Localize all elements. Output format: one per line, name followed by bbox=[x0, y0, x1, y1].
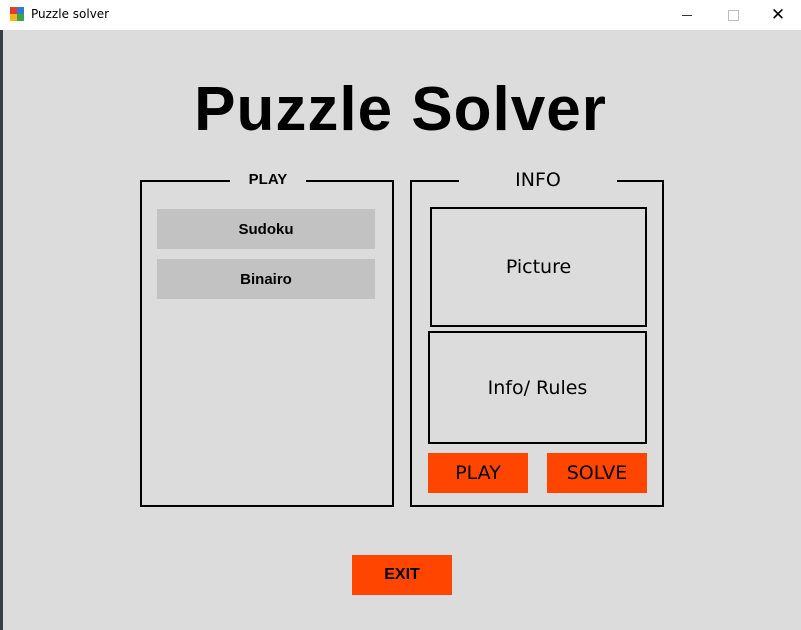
solve-button[interactable]: SOLVE bbox=[547, 453, 647, 493]
page-title: Puzzle Solver bbox=[194, 75, 607, 144]
exit-button[interactable]: EXIT bbox=[352, 555, 452, 595]
picture-box: Picture bbox=[430, 207, 647, 327]
window-edge bbox=[0, 30, 3, 630]
picture-label: Picture bbox=[505, 256, 572, 278]
close-icon: ✕ bbox=[770, 4, 786, 25]
close-button[interactable]: ✕ bbox=[755, 0, 801, 30]
rules-label: Info/ Rules bbox=[487, 376, 588, 399]
minimize-icon bbox=[682, 14, 692, 16]
maximize-icon bbox=[727, 9, 739, 21]
puzzle-app-icon bbox=[10, 7, 24, 21]
maximize-button[interactable] bbox=[710, 0, 756, 30]
window-title: Puzzle solver bbox=[31, 7, 110, 21]
sudoku-button[interactable]: Sudoku bbox=[157, 209, 375, 249]
play-panel: PLAY Sudoku Binairo bbox=[140, 171, 394, 507]
play-button[interactable]: PLAY bbox=[428, 453, 528, 493]
minimize-button[interactable] bbox=[664, 0, 710, 30]
title-bar[interactable]: Puzzle solver ✕ bbox=[0, 0, 801, 30]
info-panel-legend: INFO bbox=[459, 169, 617, 191]
info-panel: INFO Picture Info/ Rules PLAY SOLVE bbox=[410, 169, 664, 507]
play-panel-legend: PLAY bbox=[230, 171, 306, 188]
binairo-button[interactable]: Binairo bbox=[157, 259, 375, 299]
rules-box: Info/ Rules bbox=[428, 331, 647, 444]
